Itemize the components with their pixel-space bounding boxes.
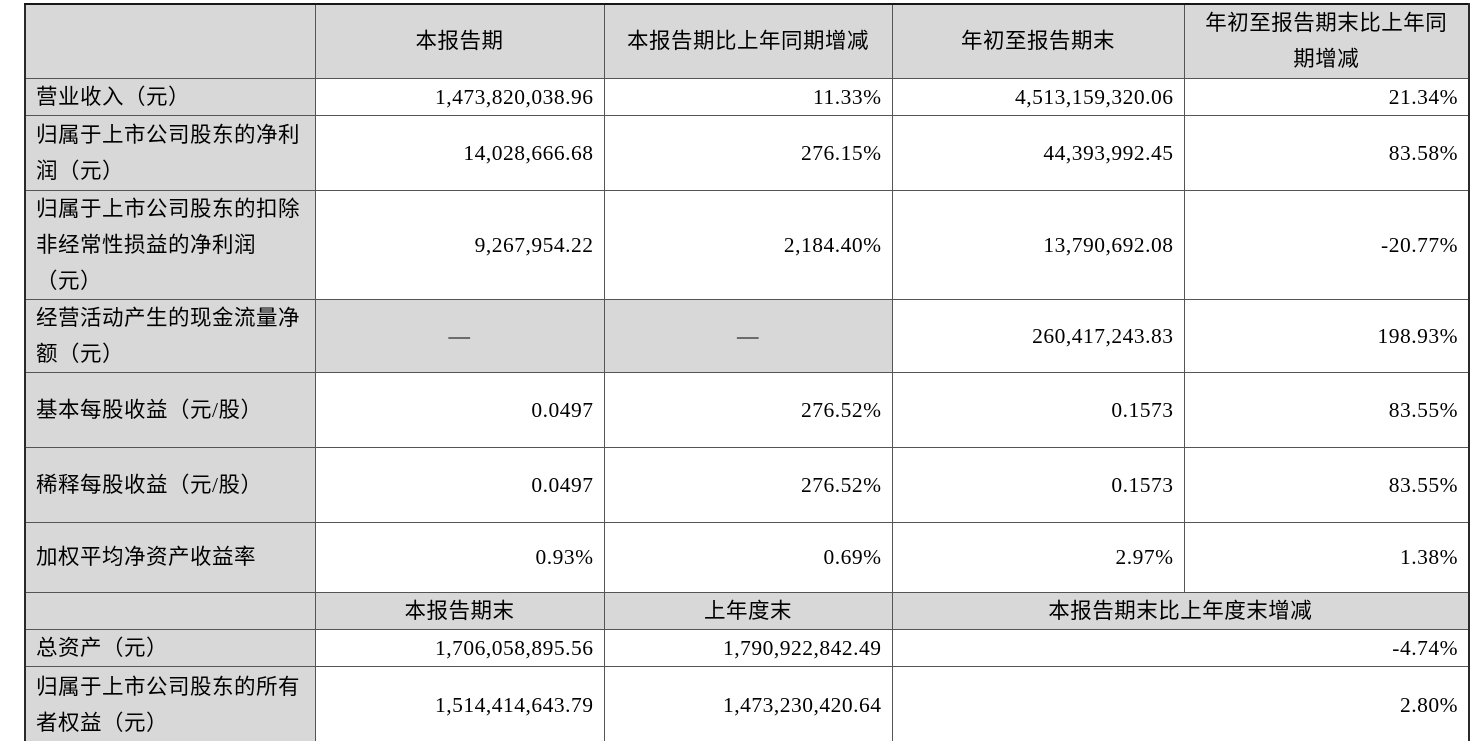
cell-value: 2.80% — [891, 665, 1470, 741]
cell-value: 276.52% — [603, 446, 893, 523]
cell-value: 83.58% — [1183, 114, 1470, 191]
cell-value: 4,513,159,320.06 — [891, 77, 1185, 116]
row-label: 经营活动产生的现金流量净额（元） — [24, 298, 316, 373]
table-row-revenue: 营业收入（元） 1,473,820,038.96 11.33% 4,513,15… — [24, 77, 1470, 116]
table-row-basic-eps: 基本每股收益（元/股） 0.0497 276.52% 0.1573 83.55% — [24, 371, 1470, 448]
column-header-prior-year-end: 上年度末 — [603, 591, 893, 630]
cell-value: 0.0497 — [314, 446, 605, 523]
column-header-ytd-change: 年初至报告期末比上年同期增减 — [1183, 3, 1470, 79]
cell-value: 0.69% — [603, 521, 893, 593]
header-row-period-end: 本报告期末 上年度末 本报告期末比上年度末增减 — [24, 591, 1470, 630]
row-label: 归属于上市公司股东的扣除非经常性损益的净利润（元） — [24, 189, 316, 300]
table-row-net-profit: 归属于上市公司股东的净利润（元） 14,028,666.68 276.15% 4… — [24, 114, 1470, 191]
cell-value: 0.93% — [314, 521, 605, 593]
cell-value: 276.15% — [603, 114, 893, 191]
cell-value: 1,790,922,842.49 — [603, 628, 893, 667]
cell-value: 83.55% — [1183, 371, 1470, 448]
financial-summary-table: 本报告期 本报告期比上年同期增减 年初至报告期末 年初至报告期末比上年同期增减 … — [24, 3, 1470, 741]
cell-value: 1.38% — [1183, 521, 1470, 593]
row-label: 基本每股收益（元/股） — [24, 371, 316, 448]
column-header-period-end-change: 本报告期末比上年度末增减 — [891, 591, 1470, 630]
cell-value: 2.97% — [891, 521, 1185, 593]
row-label: 归属于上市公司股东的所有者权益（元） — [24, 665, 316, 741]
cell-value: 1,473,820,038.96 — [314, 77, 605, 116]
cell-value: 21.34% — [1183, 77, 1470, 116]
cell-value: 260,417,243.83 — [891, 298, 1185, 373]
cell-value: 0.0497 — [314, 371, 605, 448]
table-row-owners-equity: 归属于上市公司股东的所有者权益（元） 1,514,414,643.79 1,47… — [24, 665, 1470, 741]
column-header-current-period: 本报告期 — [314, 3, 605, 79]
cell-value: 198.93% — [1183, 298, 1470, 373]
cell-value: 0.1573 — [891, 371, 1185, 448]
header-row-period: 本报告期 本报告期比上年同期增减 年初至报告期末 年初至报告期末比上年同期增减 — [24, 3, 1470, 79]
cell-value: -20.77% — [1183, 189, 1470, 300]
table-row-diluted-eps: 稀释每股收益（元/股） 0.0497 276.52% 0.1573 83.55% — [24, 446, 1470, 523]
cell-value: -4.74% — [891, 628, 1470, 667]
table-row-total-assets: 总资产（元） 1,706,058,895.56 1,790,922,842.49… — [24, 628, 1470, 667]
column-header-current-period-end: 本报告期末 — [314, 591, 605, 630]
row-label: 加权平均净资产收益率 — [24, 521, 316, 593]
column-header-ytd: 年初至报告期末 — [891, 3, 1185, 79]
table-row-net-profit-excl-nonrecurring: 归属于上市公司股东的扣除非经常性损益的净利润（元） 9,267,954.22 2… — [24, 189, 1470, 300]
corner-cell — [24, 3, 316, 79]
cell-value: — — [314, 298, 605, 373]
cell-value: 1,473,230,420.64 — [603, 665, 893, 741]
cell-value: 1,706,058,895.56 — [314, 628, 605, 667]
column-header-qoq-change: 本报告期比上年同期增减 — [603, 3, 893, 79]
row-label: 营业收入（元） — [24, 77, 316, 116]
cell-value: 44,393,992.45 — [891, 114, 1185, 191]
table-row-weighted-avg-roe: 加权平均净资产收益率 0.93% 0.69% 2.97% 1.38% — [24, 521, 1470, 593]
cell-value: — — [603, 298, 893, 373]
cell-value: 14,028,666.68 — [314, 114, 605, 191]
cell-value: 276.52% — [603, 371, 893, 448]
cell-value: 83.55% — [1183, 446, 1470, 523]
corner-cell — [24, 591, 316, 630]
row-label: 总资产（元） — [24, 628, 316, 667]
cell-value: 11.33% — [603, 77, 893, 116]
row-label: 稀释每股收益（元/股） — [24, 446, 316, 523]
row-label: 归属于上市公司股东的净利润（元） — [24, 114, 316, 191]
cell-value: 9,267,954.22 — [314, 189, 605, 300]
cell-value: 2,184.40% — [603, 189, 893, 300]
cell-value: 1,514,414,643.79 — [314, 665, 605, 741]
cell-value: 0.1573 — [891, 446, 1185, 523]
cell-value: 13,790,692.08 — [891, 189, 1185, 300]
table-row-operating-cash-flow: 经营活动产生的现金流量净额（元） — — 260,417,243.83 198.… — [24, 298, 1470, 373]
